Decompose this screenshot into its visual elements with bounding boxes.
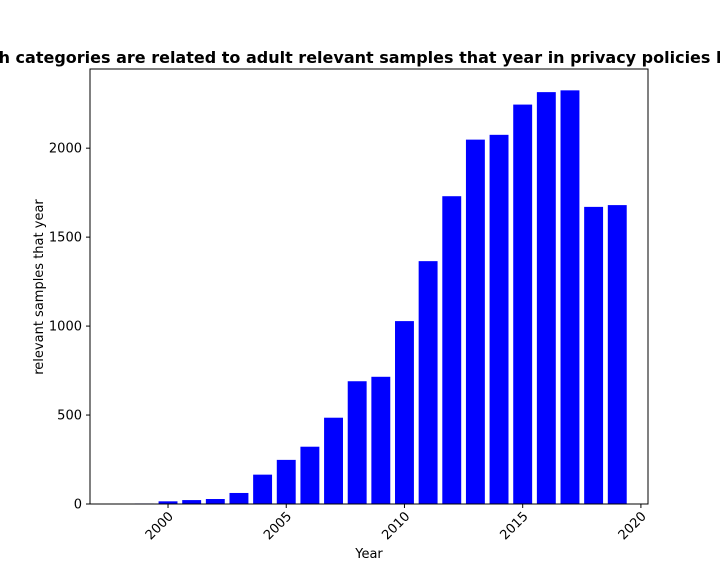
bar-2006 bbox=[300, 446, 320, 504]
bar-2009 bbox=[371, 376, 391, 504]
plot-frame bbox=[89, 68, 649, 505]
x-tick-label: 2005 bbox=[261, 509, 295, 543]
bar-2000 bbox=[158, 501, 178, 504]
bar-2016 bbox=[536, 92, 556, 504]
y-axis: 0 500 1000 1500 2000 bbox=[49, 142, 90, 513]
bar-2011 bbox=[418, 261, 438, 504]
y-tick-label: 1500 bbox=[49, 231, 82, 246]
bar-2001 bbox=[182, 500, 202, 504]
bar-2013 bbox=[465, 139, 485, 504]
y-tick-label: 1000 bbox=[49, 320, 82, 335]
bar-2012 bbox=[442, 196, 462, 504]
chart-title: Which categories are related to adult re… bbox=[0, 48, 720, 67]
y-tick-label: 2000 bbox=[49, 142, 82, 157]
bar-2014 bbox=[489, 134, 509, 504]
x-axis: 2000 2005 2010 2015 2020 bbox=[143, 504, 650, 543]
x-axis-label: Year bbox=[354, 547, 383, 562]
bar-2017 bbox=[560, 90, 580, 504]
bar-2002 bbox=[205, 499, 225, 504]
bar-2015 bbox=[513, 104, 533, 504]
x-tick-label: 2015 bbox=[498, 509, 532, 543]
bars-layer bbox=[134, 90, 627, 505]
bar-2018 bbox=[584, 206, 604, 505]
y-tick-label: 0 bbox=[74, 498, 82, 513]
x-tick-label: 2020 bbox=[616, 509, 650, 543]
x-tick-label: 2000 bbox=[143, 509, 177, 543]
bar-2005 bbox=[276, 459, 296, 504]
bar-2008 bbox=[347, 381, 367, 504]
bar-2003 bbox=[229, 492, 249, 504]
y-tick-label: 500 bbox=[57, 409, 82, 424]
bar-2004 bbox=[253, 474, 273, 504]
y-axis-label: relevant samples that year bbox=[32, 199, 47, 375]
bar-2007 bbox=[324, 417, 343, 504]
bar-2010 bbox=[395, 321, 414, 504]
bar-2019 bbox=[607, 205, 627, 504]
x-tick-label: 2010 bbox=[379, 509, 413, 543]
